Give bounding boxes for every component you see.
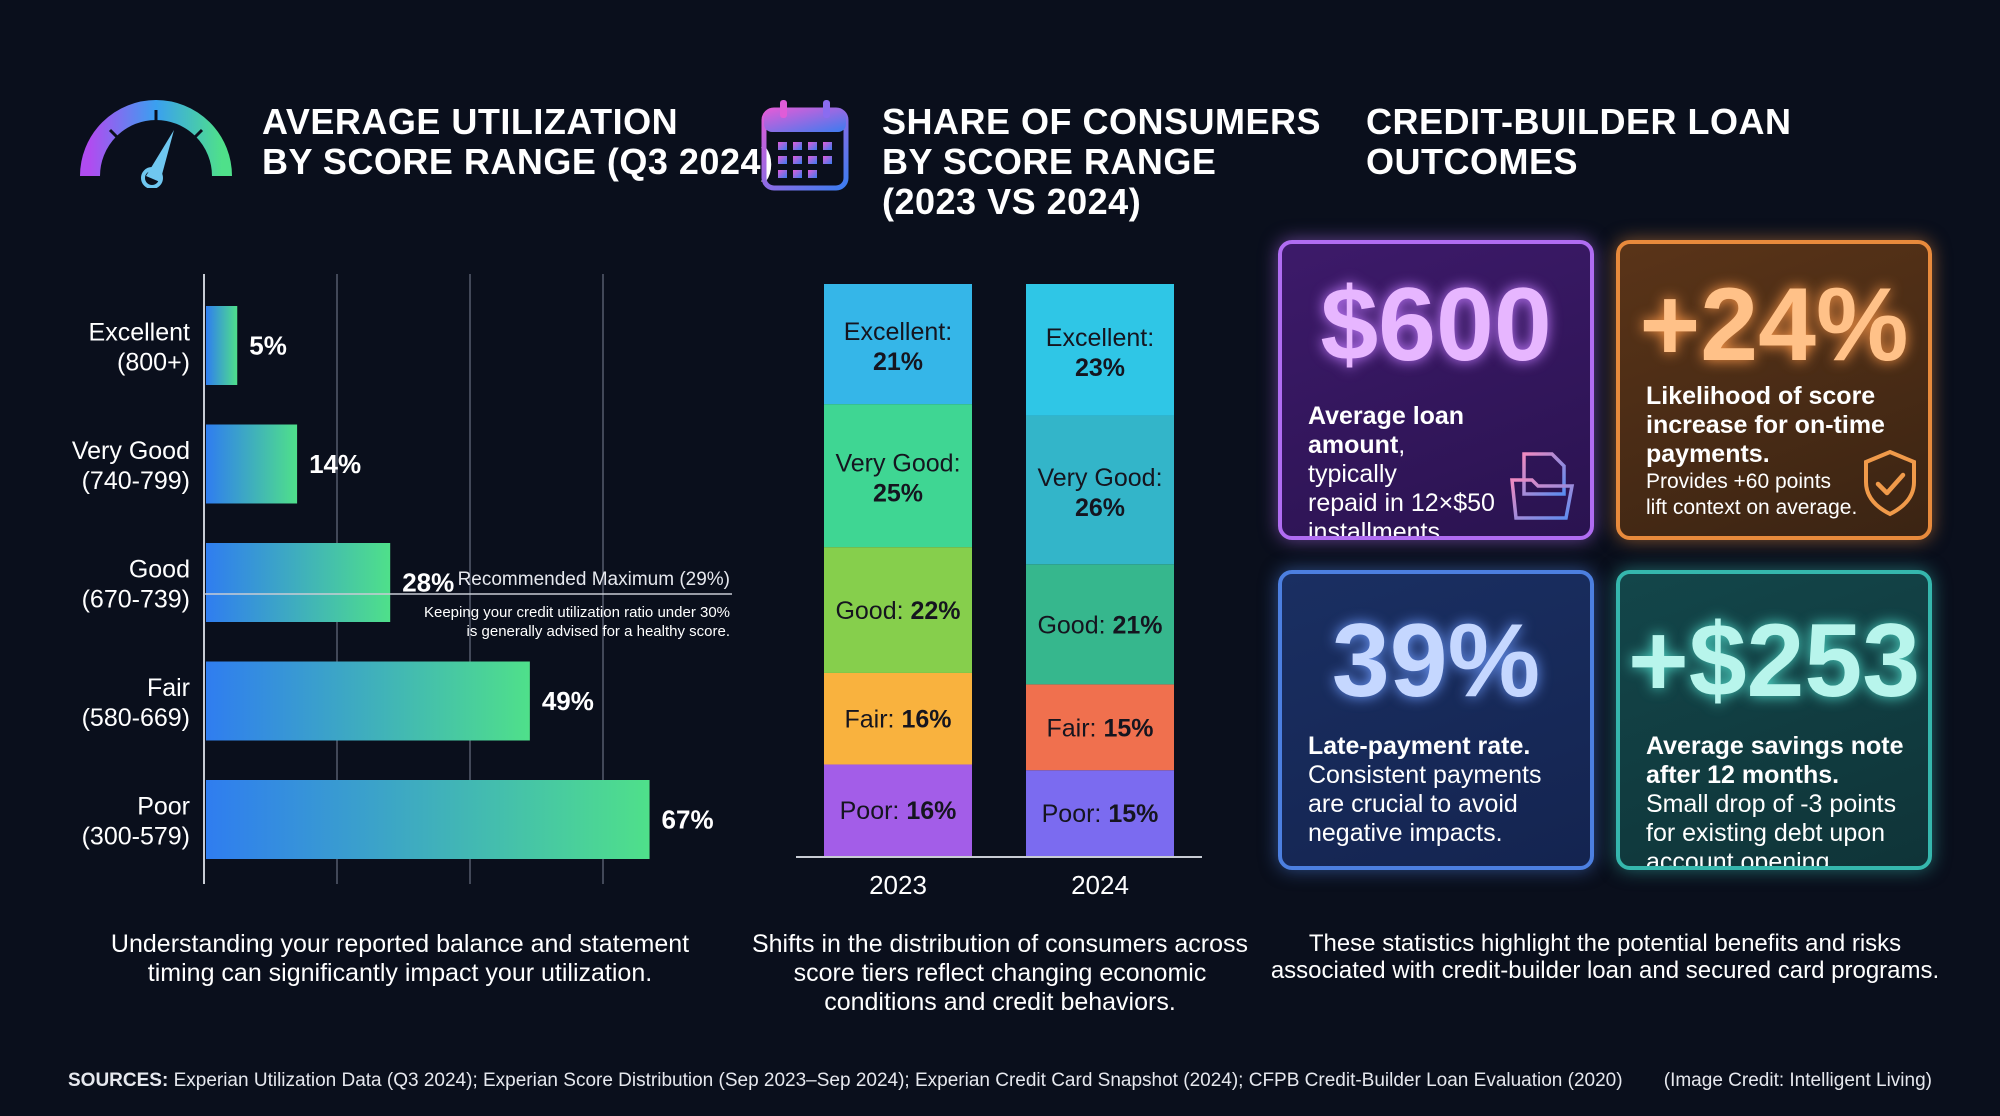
category-label: Fair [147,674,190,702]
segment-label: Poor: 15% [1042,800,1159,828]
outcomes-caption: These statistics highlight the potential… [1270,930,1940,984]
category-label: Poor [137,793,190,821]
bar [206,780,650,859]
consumers-stacked-bar-chart: Poor: 16%Fair: 16%Good: 22%Very Good:25%… [796,284,1202,900]
utilization-chart-title: AVERAGE UTILIZATION BY SCORE RANGE (Q3 2… [262,101,774,182]
data-label: 14% [309,449,361,479]
segment-label: Good: 22% [835,597,960,625]
reference-note-line2: is generally advised for a healthy score… [467,623,730,640]
segment-label: Fair: 16% [845,706,952,734]
data-label: 28% [402,568,454,598]
stacked-segment [1026,770,1174,856]
bar [206,306,238,385]
stat-description: Likelihood of score increase for on-time… [1646,382,1885,519]
image-credit: (Image Credit: Intelligent Living) [1663,1070,1932,1091]
data-label: 67% [662,805,714,835]
segment-label: Excellent: [1046,324,1154,352]
category-range-label: (800+) [117,349,190,377]
segment-label: Fair: 15% [1047,714,1154,742]
outcomes-title: CREDIT-BUILDER LOAN OUTCOMES [1366,101,1792,182]
stacked-segment [1026,284,1174,416]
bar [206,424,298,504]
segment-value-label: 21% [873,348,923,376]
stat-value: 39% [1331,603,1541,719]
stat-card-loan-amount: $600 Average loan amount, typically repa… [1278,240,1594,540]
segment-label: Very Good: [1037,464,1162,492]
stacked-segment [824,547,972,673]
stacked-segment [824,404,972,548]
reference-label: Recommended Maximum (29%) [458,569,730,590]
stat-card-score-increase: +24% Likelihood of score increase for on… [1616,240,1932,540]
calendar-icon [761,100,849,191]
utilization-bar-chart: 5% Excellent(800+) 14% Very Good(740-799) 28… [72,274,732,884]
stacked-segment [824,672,972,765]
consumers-caption: Shifts in the distribution of consumers … [751,930,1249,1016]
sources-line: SOURCES: Experian Utilization Data (Q3 2… [68,1070,1623,1092]
document-folder-icon [1510,452,1575,520]
shield-check-icon [1864,449,1916,517]
segment-label: Excellent: [844,318,952,346]
stat-value: +24% [1639,267,1909,383]
reference-note-line1: Keeping your credit utilization ratio un… [424,604,730,621]
category-label: Excellent [89,319,190,347]
stacked-segment [1026,684,1174,771]
stat-description: Average loan amount, typically repaid in… [1308,402,1495,540]
bar [206,543,391,622]
category-label: 2023 [869,870,927,900]
segment-value-label: 26% [1075,494,1125,522]
stat-card-average-savings: +$253 Average savings note after 12 mont… [1616,570,1932,870]
stat-description: Average savings note after 12 months. Sm… [1646,732,1904,870]
segment-label: Good: 21% [1037,611,1162,639]
bar [206,661,530,741]
category-range-label: (670-739) [82,586,190,614]
category-range-label: (300-579) [82,823,190,851]
category-label: Good [129,556,190,584]
data-label: 5% [249,331,287,361]
segment-label: Poor: 16% [840,797,957,825]
segment-label: Very Good: [835,450,960,478]
utilization-caption: Understanding your reported balance and … [110,930,690,987]
stat-value: +$253 [1627,603,1921,719]
stat-description: Late-payment rate. Consistent payments a… [1308,732,1542,847]
category-label: Very Good [72,437,190,465]
segment-value-label: 23% [1075,354,1125,382]
stacked-segment [824,764,972,856]
sources-text: Experian Utilization Data (Q3 2024); Exp… [173,1070,1623,1091]
stat-value: $600 [1320,267,1552,383]
sources-label: SOURCES: [68,1070,169,1091]
stat-card-late-payment: 39% Late-payment rate. Consistent paymen… [1278,570,1594,870]
stacked-segment [1026,564,1174,685]
category-label: 2024 [1071,870,1129,900]
stacked-segment [824,284,972,405]
consumers-chart-title: SHARE OF CONSUMERS BY SCORE RANGE (2023 … [882,101,1322,222]
segment-value-label: 25% [873,480,923,508]
speedometer-icon [80,100,232,188]
stacked-segment [1026,415,1174,565]
data-label: 49% [542,686,594,716]
category-range-label: (740-799) [82,467,190,495]
category-range-label: (580-669) [82,704,190,732]
